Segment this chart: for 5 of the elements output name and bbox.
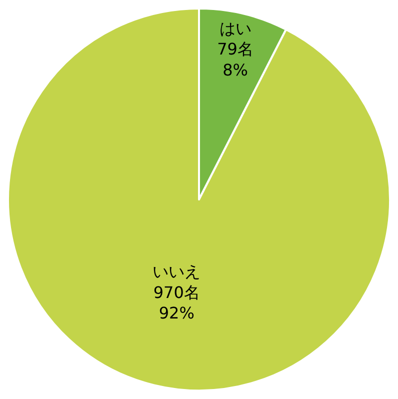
slice-label: いいえ — [152, 262, 201, 282]
pie-slice — [7, 8, 391, 392]
slice-label: はい — [219, 18, 252, 38]
data-label: 970名 92% — [153, 282, 200, 323]
data-label: 79名 8% — [217, 40, 254, 80]
